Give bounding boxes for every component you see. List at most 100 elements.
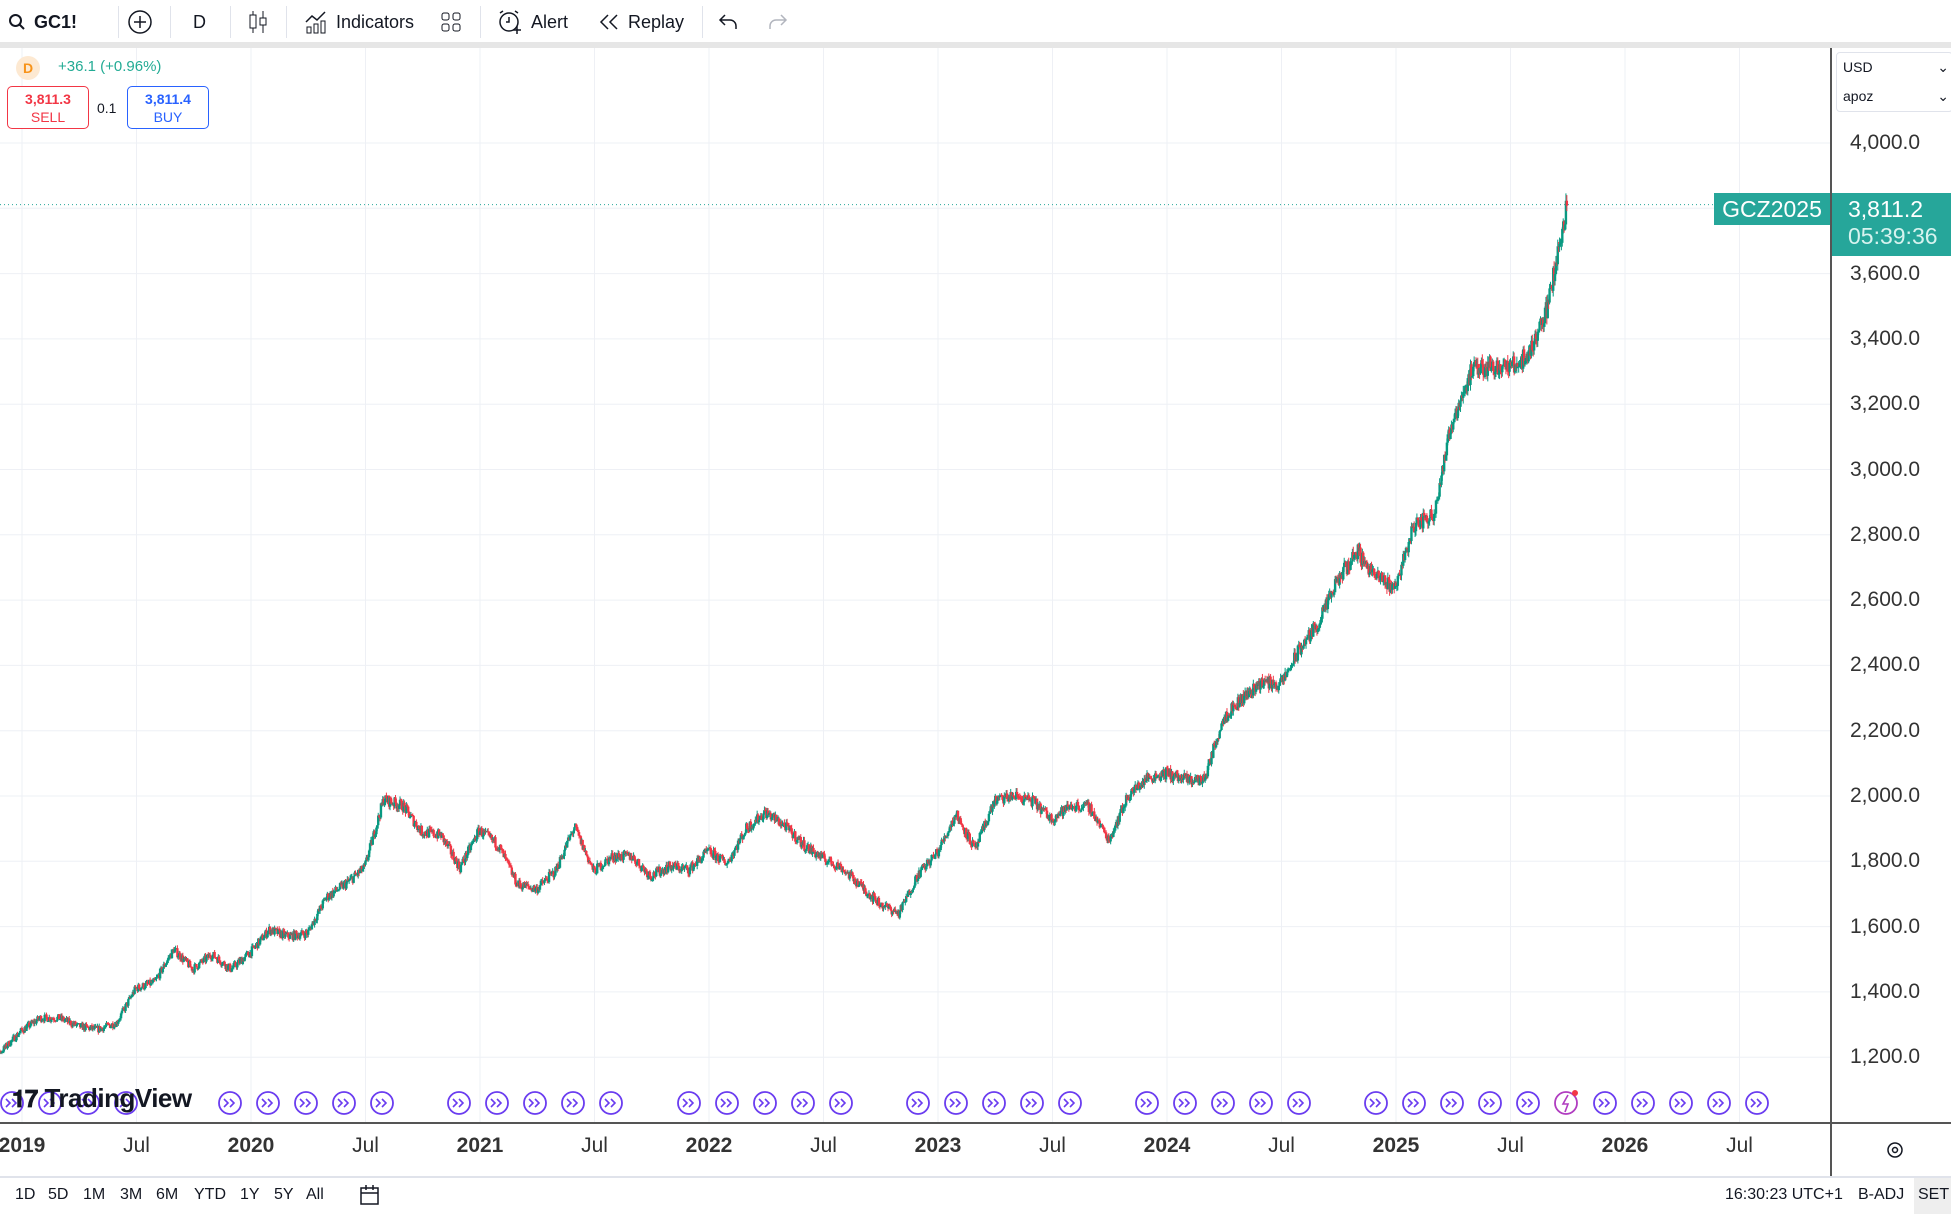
candle <box>1433 514 1435 521</box>
adjustment-button[interactable]: B-ADJ <box>1858 1186 1904 1204</box>
layout-button[interactable] <box>440 0 462 44</box>
time-axis-settings-icon[interactable] <box>1885 1140 1905 1160</box>
candle <box>758 820 760 822</box>
candle <box>231 968 233 971</box>
dividend-event-icon[interactable] <box>1365 1092 1387 1114</box>
dividend-event-icon[interactable] <box>1250 1092 1272 1114</box>
dividend-event-icon[interactable] <box>1441 1092 1463 1114</box>
currency-dropdown[interactable]: USD⌄ <box>1843 59 1949 75</box>
economic-event-lightning-icon[interactable] <box>1555 1090 1578 1114</box>
chart-pane[interactable]: D +36.1 (+0.96%) 3,811.3 SELL 0.1 3,811.… <box>0 48 1830 1123</box>
time-tick-label: Jul <box>123 1134 150 1158</box>
candle <box>1077 802 1079 806</box>
dividend-event-icon[interactable] <box>486 1092 508 1114</box>
candle <box>733 850 735 856</box>
dividend-event-icon[interactable] <box>1632 1092 1654 1114</box>
price-tick-label: 2,600.0 <box>1850 588 1920 612</box>
dividend-event-icon[interactable] <box>1174 1092 1196 1114</box>
dividend-event-icon[interactable] <box>945 1092 967 1114</box>
dividend-event-icon[interactable] <box>1059 1092 1081 1114</box>
dividend-event-icon[interactable] <box>1136 1092 1158 1114</box>
symbol-search-button[interactable]: GC1! <box>8 0 77 44</box>
alert-button[interactable]: Alert <box>497 0 568 44</box>
dividend-event-icon[interactable] <box>333 1092 355 1114</box>
interval-badge: D <box>16 56 40 80</box>
currency-unit-selector: USD⌄ apoz⌄ <box>1836 52 1951 112</box>
sell-button[interactable]: 3,811.3 SELL <box>7 86 89 129</box>
sell-label: SELL <box>8 108 88 126</box>
dividend-event-icon[interactable] <box>678 1092 700 1114</box>
range-button-1m[interactable]: 1M <box>83 1186 105 1204</box>
symbol-label: GC1! <box>34 12 77 33</box>
range-button-5d[interactable]: 5D <box>48 1186 68 1204</box>
tradingview-logo[interactable]: 𝟏𝟕 TradingView <box>12 1083 192 1114</box>
replay-button[interactable]: Replay <box>598 0 684 44</box>
dividend-event-icon[interactable] <box>1288 1092 1310 1114</box>
range-button-1d[interactable]: 1D <box>15 1186 35 1204</box>
dividend-event-icon[interactable] <box>448 1092 470 1114</box>
price-tick-label: 1,600.0 <box>1850 915 1920 939</box>
buy-button[interactable]: 3,811.4 BUY <box>127 86 209 129</box>
dividend-event-icon[interactable] <box>1746 1092 1768 1114</box>
dividend-event-icon[interactable] <box>1403 1092 1425 1114</box>
last-price-label: 3,811.2 05:39:36 <box>1832 193 1951 256</box>
price-chart[interactable] <box>0 48 1830 1123</box>
dividend-event-icon[interactable] <box>295 1092 317 1114</box>
time-tick-label: Jul <box>810 1134 837 1158</box>
range-button-3m[interactable]: 3M <box>120 1186 142 1204</box>
dividend-event-icon[interactable] <box>524 1092 546 1114</box>
session-button[interactable]: SET <box>1914 1178 1951 1214</box>
candle <box>586 855 588 857</box>
price-tick-label: 1,800.0 <box>1850 849 1920 873</box>
dividend-event-icon[interactable] <box>983 1092 1005 1114</box>
range-button-1y[interactable]: 1Y <box>240 1186 260 1204</box>
candle <box>1102 826 1104 827</box>
candle <box>979 833 981 842</box>
candle <box>874 896 876 900</box>
goto-date-calendar-icon[interactable] <box>358 1183 382 1207</box>
candle <box>972 840 974 843</box>
indicators-button[interactable]: Indicators <box>304 0 414 44</box>
redo-button[interactable] <box>766 0 788 44</box>
dividend-event-icon[interactable] <box>1212 1092 1234 1114</box>
range-button-5y[interactable]: 5Y <box>274 1186 294 1204</box>
range-button-ytd[interactable]: YTD <box>194 1186 226 1204</box>
candle <box>501 848 503 850</box>
dividend-event-icon[interactable] <box>716 1092 738 1114</box>
candle <box>432 830 434 836</box>
dividend-event-icon[interactable] <box>371 1092 393 1114</box>
candle <box>307 929 309 934</box>
compare-symbol-button[interactable] <box>127 0 153 44</box>
dividend-event-icon[interactable] <box>257 1092 279 1114</box>
unit-dropdown[interactable]: apoz⌄ <box>1843 88 1949 104</box>
dividend-event-icon[interactable] <box>1479 1092 1501 1114</box>
candle <box>127 999 129 1006</box>
time-tick-label: 2023 <box>915 1134 962 1158</box>
candle <box>144 983 146 988</box>
dividend-event-icon[interactable] <box>792 1092 814 1114</box>
layout-grid-icon <box>440 11 462 33</box>
dividend-event-icon[interactable] <box>1517 1092 1539 1114</box>
dividend-event-icon[interactable] <box>600 1092 622 1114</box>
timezone-button[interactable]: 16:30:23 UTC+1 <box>1725 1186 1843 1204</box>
last-symbol-label: GCZ2025 <box>1714 193 1830 225</box>
dividend-event-icon[interactable] <box>1670 1092 1692 1114</box>
candle <box>352 876 354 883</box>
dividend-event-icon[interactable] <box>562 1092 584 1114</box>
range-button-6m[interactable]: 6M <box>156 1186 178 1204</box>
chart-type-button[interactable] <box>248 0 268 44</box>
undo-button[interactable] <box>718 0 740 44</box>
dividend-event-icon[interactable] <box>754 1092 776 1114</box>
candle <box>1297 646 1299 661</box>
range-button-all[interactable]: All <box>306 1186 324 1204</box>
dividend-event-icon[interactable] <box>219 1092 241 1114</box>
redo-icon <box>766 12 788 32</box>
dividend-event-icon[interactable] <box>830 1092 852 1114</box>
dividend-event-icon[interactable] <box>1708 1092 1730 1114</box>
dividend-event-icon[interactable] <box>907 1092 929 1114</box>
dividend-event-icon[interactable] <box>1594 1092 1616 1114</box>
interval-button[interactable]: D <box>193 0 206 44</box>
dividend-event-icon[interactable] <box>1021 1092 1043 1114</box>
